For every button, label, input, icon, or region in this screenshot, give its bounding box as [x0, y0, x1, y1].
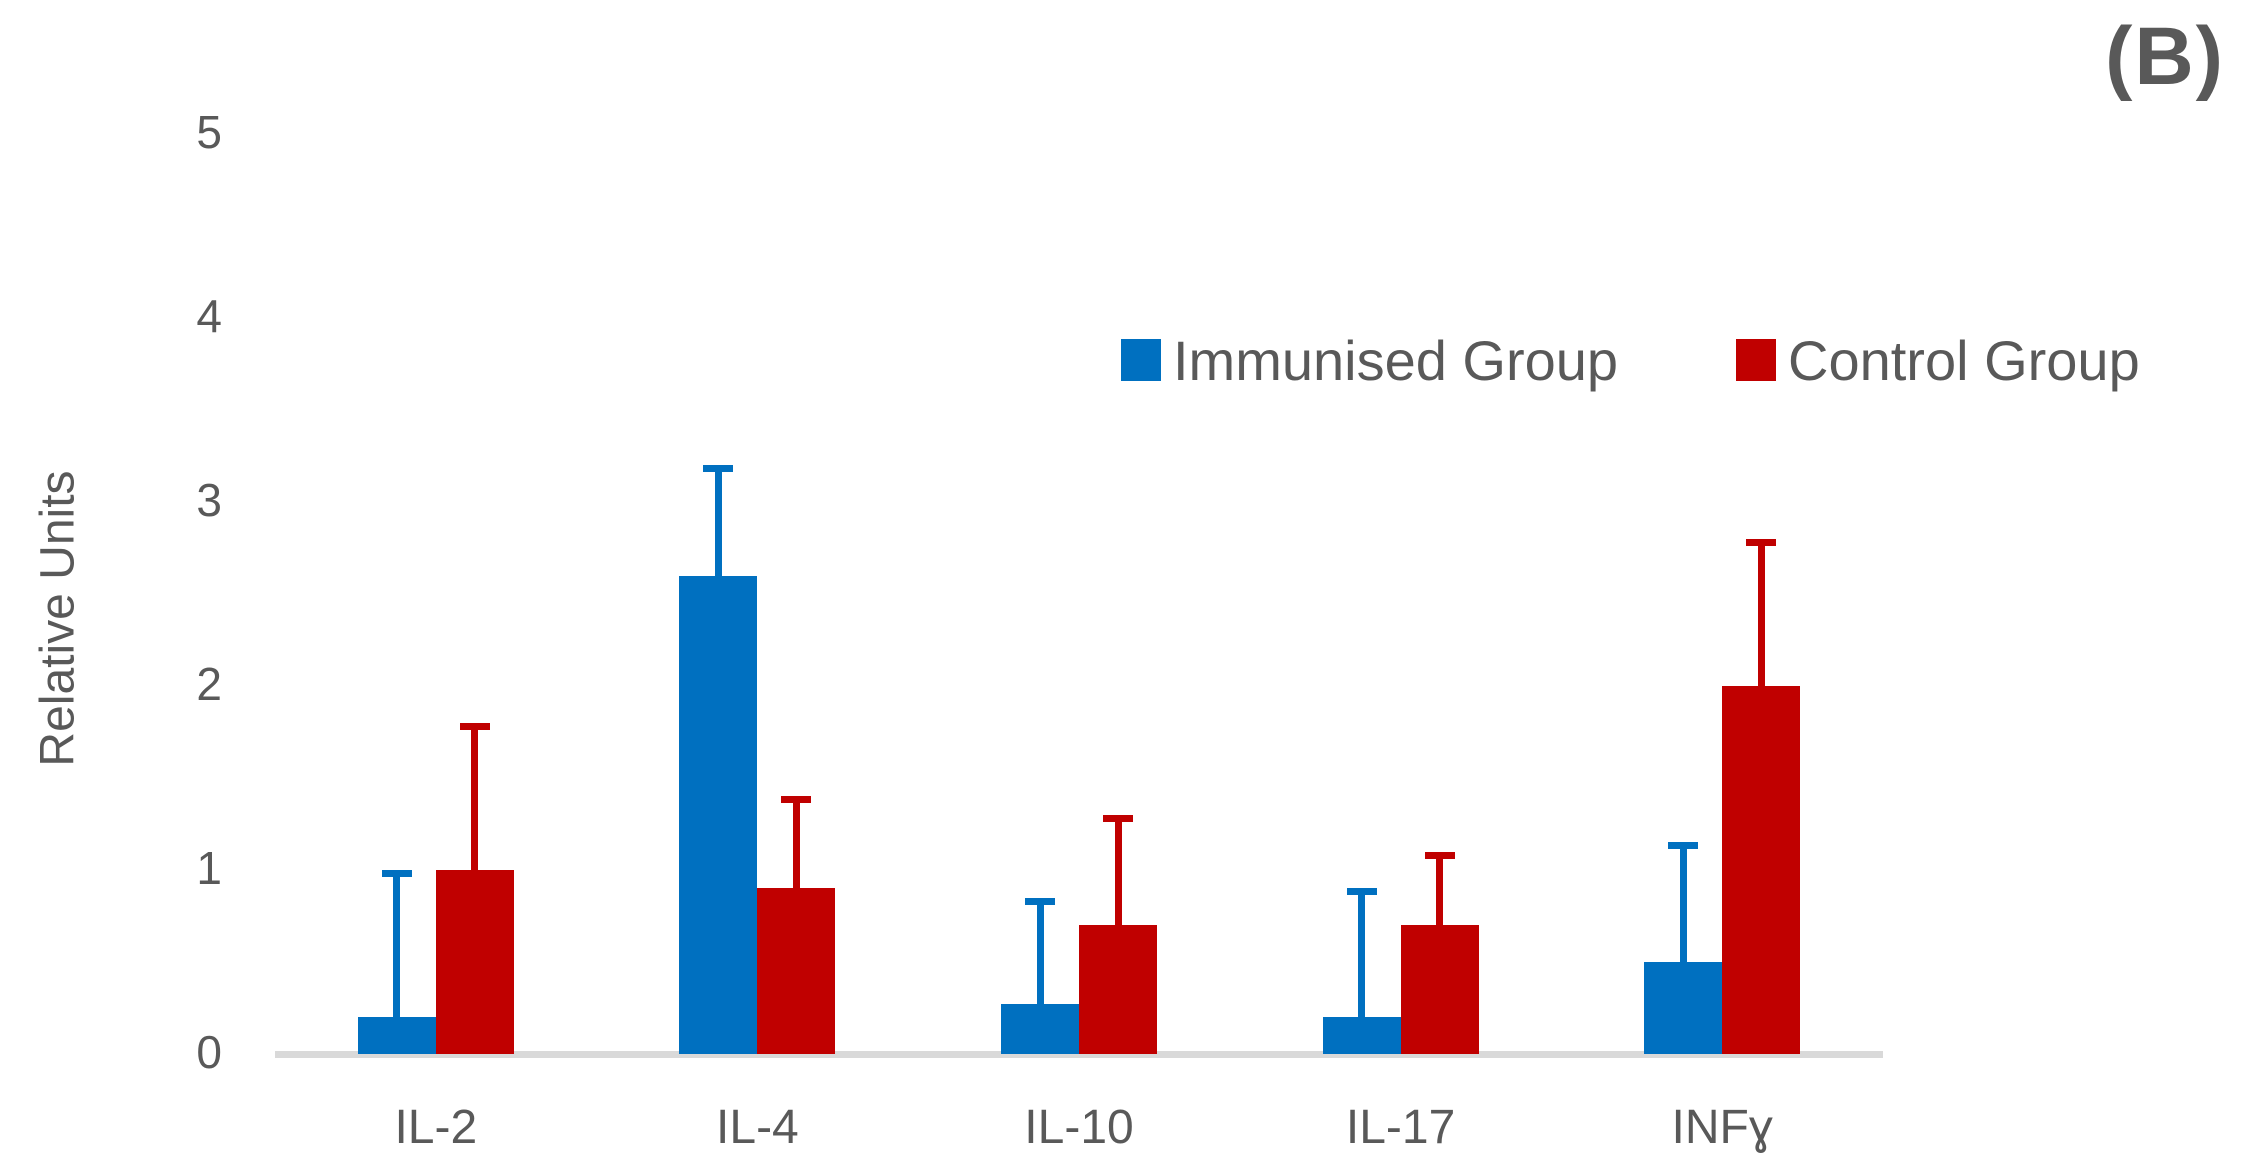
- legend-item-immunised: Immunised Group: [1121, 328, 1619, 392]
- y-tick-label-3: 3: [196, 473, 222, 526]
- error-bar-immunised-IL-17: [1358, 888, 1366, 1028]
- bar-immunised-INFɣ: [1644, 962, 1723, 1054]
- y-tick-label-0: 0: [196, 1025, 222, 1078]
- x-label-IL-17: IL-17: [1345, 1101, 1456, 1154]
- error-bar-immunised-IL-10: [1036, 897, 1044, 1015]
- error-bar-control-IL-10: [1114, 814, 1122, 936]
- y-tick-label-1: 1: [196, 841, 222, 894]
- error-bar-immunised-IL-2: [393, 870, 401, 1028]
- bar-control-IL-2: [435, 870, 514, 1054]
- bar-control-INFɣ: [1722, 686, 1801, 1054]
- error-bar-cap-immunised-INFɣ: [1668, 842, 1699, 850]
- x-label-IL-2: IL-2: [394, 1101, 478, 1154]
- x-label-IL-4: IL-4: [716, 1101, 799, 1154]
- panel-label: (B): [2105, 11, 2225, 102]
- x-label-IL-10: IL-10: [1024, 1101, 1134, 1154]
- y-tick-label-2: 2: [196, 657, 222, 710]
- error-bar-cap-immunised-IL-4: [703, 465, 734, 473]
- error-bar-control-IL-17: [1436, 851, 1444, 936]
- x-label-INFɣ: INFɣ: [1671, 1101, 1773, 1154]
- error-bar-cap-control-IL-4: [781, 796, 812, 804]
- error-bar-immunised-INFɣ: [1679, 842, 1687, 972]
- error-bar-control-IL-2: [471, 722, 479, 880]
- legend-item-control: Control Group: [1736, 328, 2140, 392]
- legend-swatch-control: [1736, 339, 1776, 381]
- error-bar-cap-control-IL-10: [1103, 814, 1133, 822]
- bar-control-IL-10: [1079, 925, 1157, 1054]
- error-bar-cap-immunised-IL-17: [1346, 888, 1377, 896]
- error-bar-control-INFɣ: [1757, 538, 1765, 696]
- y-tick-label-5: 5: [196, 105, 222, 158]
- legend-swatch-immunised: [1121, 339, 1161, 381]
- error-bar-control-IL-4: [792, 796, 800, 899]
- legend-label-immunised: Immunised Group: [1173, 328, 1619, 392]
- y-axis-title: Relative Units: [31, 470, 85, 767]
- x-axis-line: [275, 1051, 1883, 1058]
- error-bar-immunised-IL-4: [714, 465, 722, 586]
- error-bar-cap-immunised-IL-2: [381, 870, 412, 877]
- bar-control-IL-4: [757, 888, 836, 1054]
- error-bar-cap-control-INFɣ: [1746, 538, 1777, 546]
- legend-label-control: Control Group: [1788, 328, 2140, 392]
- error-bar-cap-control-IL-17: [1424, 851, 1455, 859]
- y-tick-label-4: 4: [196, 289, 222, 342]
- error-bar-cap-control-IL-2: [459, 722, 490, 730]
- bar-immunised-IL-4: [679, 575, 758, 1054]
- bar-control-IL-17: [1400, 925, 1479, 1054]
- error-bar-cap-immunised-IL-10: [1025, 897, 1055, 905]
